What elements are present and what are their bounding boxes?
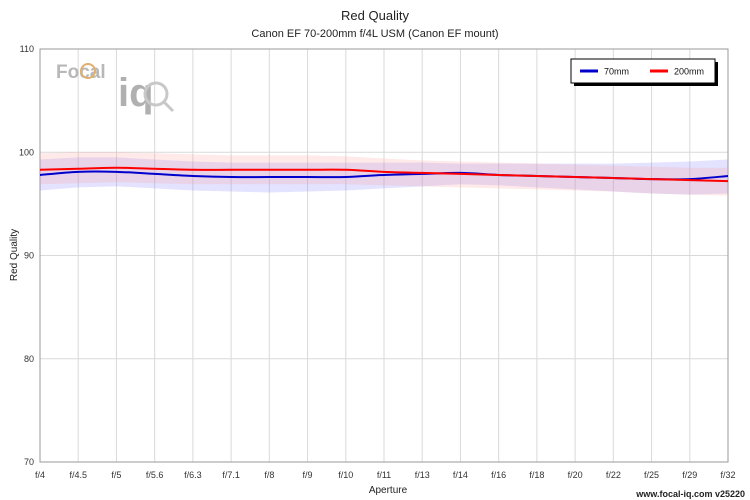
series-line-200mm — [39, 166, 729, 183]
x-tick-label: f/25 — [644, 470, 659, 480]
x-tick-label: f/10 — [338, 470, 353, 480]
watermark-magnifier-handle — [162, 100, 175, 113]
x-tick-label: f/5.6 — [146, 470, 164, 480]
x-tick-label: f/5 — [111, 470, 121, 480]
legend: 70mm 200mm — [570, 58, 718, 86]
x-tick-label: f/29 — [682, 470, 697, 480]
y-axis-label: Red Quality — [9, 229, 20, 281]
x-tick-label: f/13 — [415, 470, 430, 480]
x-tick-label: f/6.3 — [184, 470, 202, 480]
x-tick-label: f/18 — [529, 470, 544, 480]
watermark-lens-icon — [80, 63, 96, 79]
plot-frame — [39, 48, 729, 463]
series-lines — [39, 166, 729, 183]
confidence-bands — [40, 152, 728, 196]
x-tick-label: f/11 — [377, 470, 391, 480]
grid — [39, 48, 729, 463]
watermark-magnifier-icon — [143, 81, 169, 107]
y-tick-label: 80 — [24, 354, 34, 364]
x-tick-label: f/20 — [568, 470, 583, 480]
legend-label-70mm: 70mm — [604, 67, 629, 77]
chart-subtitle: Canon EF 70-200mm f/4L USM (Canon EF mou… — [251, 28, 498, 40]
x-tick-label: f/7.1 — [222, 470, 240, 480]
y-tick-labels: 70 80 90 100 110 — [19, 44, 34, 467]
focal-iq-watermark-logo: Focal iq — [56, 62, 175, 115]
x-tick-label: f/4 — [35, 470, 45, 480]
y-tick-label: 100 — [19, 147, 34, 157]
x-tick-label: f/4.5 — [69, 470, 87, 480]
x-tick-label: f/32 — [720, 470, 735, 480]
x-tick-labels: f/4 f/4.5 f/5 f/5.6 f/6.3 f/7.1 f/8 f/9 f/10 f/11… — [35, 470, 736, 480]
x-tick-label: f/14 — [453, 470, 468, 480]
chart-title: Red Quality — [341, 8, 409, 23]
x-tick-label: f/9 — [303, 470, 313, 480]
confidence-band-200mm — [40, 152, 728, 196]
legend-label-200mm: 200mm — [674, 67, 704, 77]
x-tick-label: f/8 — [264, 470, 274, 480]
watermark-iq-text: iq — [118, 71, 154, 115]
x-tick-label: f/16 — [491, 470, 506, 480]
y-tick-label: 90 — [24, 251, 34, 261]
y-tick-label: 110 — [20, 44, 34, 54]
confidence-band-70mm — [40, 157, 728, 195]
y-tick-label: 70 — [24, 457, 34, 467]
footer-credit: www.focal-iq.com v25220 — [635, 489, 745, 499]
x-tick-label: f/22 — [606, 470, 621, 480]
x-axis-label: Aperture — [369, 485, 408, 496]
